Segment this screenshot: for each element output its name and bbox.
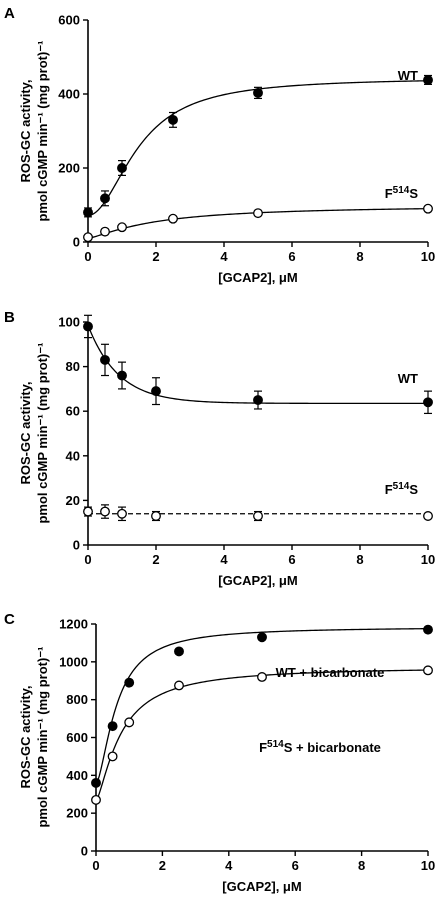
x-tick-label: 6: [288, 552, 295, 567]
series-label: F514S: [385, 481, 419, 497]
x-tick-label: 2: [159, 858, 166, 873]
x-axis-label: [GCAP2], μM: [218, 270, 297, 285]
fit-curve-f514s: [95, 669, 429, 802]
series-label: WT: [398, 371, 418, 386]
data-point-wt: [174, 646, 184, 657]
x-tick-label: 4: [220, 249, 228, 264]
x-tick-label: 8: [356, 552, 363, 567]
y-tick-label: 0: [81, 844, 88, 859]
y-axis-label: ROS-GC activity,: [18, 79, 33, 182]
y-axis-label: ROS-GC activity,: [18, 685, 33, 788]
data-point-f514s: [124, 717, 135, 728]
x-tick-label: 8: [356, 249, 363, 264]
x-tick-label: 2: [152, 552, 159, 567]
data-point-f514s: [107, 751, 118, 762]
y-axis-label: pmol cGMP min⁻¹ (mg prot)⁻¹: [35, 40, 50, 221]
data-point-wt: [253, 87, 263, 98]
y-tick-label: 100: [58, 315, 80, 330]
data-point-wt: [83, 207, 93, 218]
panel-C: C 0 2 4 6 8 10 0 200 400 600 800 1000 1200 [GCAP2], μM…: [4, 611, 435, 894]
x-tick-label: 6: [288, 249, 295, 264]
data-point-f514s: [83, 506, 93, 517]
panel-A: A 0 2 4 6 8 10 0 200 400 600 [GCAP2], μM ROS-GC acti…: [4, 5, 435, 285]
data-point-f514s: [257, 672, 267, 682]
data-point-wt: [117, 370, 127, 381]
x-axis-label: [GCAP2], μM: [218, 573, 297, 588]
x-tick-label: 0: [84, 249, 91, 264]
x-tick-label: 8: [358, 858, 365, 873]
data-point-wt: [257, 632, 267, 643]
y-axis-label: ROS-GC activity,: [18, 381, 33, 484]
data-point-wt: [253, 395, 263, 406]
data-point-f514s: [117, 508, 127, 519]
data-point-wt: [107, 721, 118, 732]
y-tick-label: 200: [58, 161, 80, 176]
series-label: WT: [398, 68, 418, 83]
data-point-f514s: [174, 680, 184, 691]
y-tick-label: 0: [73, 235, 80, 250]
x-tick-label: 10: [421, 858, 435, 873]
x-tick-label: 2: [152, 249, 159, 264]
data-point-f514s: [91, 794, 101, 805]
data-point-wt: [100, 354, 110, 365]
x-tick-label: 10: [421, 249, 435, 264]
y-tick-label: 0: [73, 538, 80, 553]
series-label: F514S + bicarbonate: [259, 739, 381, 755]
data-point-f514s: [423, 203, 433, 214]
y-tick-label: 1200: [59, 617, 88, 632]
data-point-f514s: [423, 665, 433, 676]
x-tick-label: 6: [292, 858, 299, 873]
data-point-f514s: [83, 232, 93, 243]
data-point-f514s: [253, 208, 263, 219]
y-tick-label: 200: [66, 806, 88, 821]
data-point-wt: [423, 74, 433, 85]
data-point-wt: [91, 777, 101, 788]
x-tick-label: 4: [225, 858, 233, 873]
y-axis-label: pmol cGMP min⁻¹ (mg prot)⁻¹: [35, 646, 50, 827]
x-tick-label: 10: [421, 552, 435, 567]
y-tick-label: 800: [66, 692, 88, 707]
data-point-wt: [124, 677, 135, 688]
y-tick-label: 40: [66, 448, 80, 463]
fit-curve-wt: [95, 628, 429, 785]
x-axis-label: [GCAP2], μM: [222, 879, 301, 894]
y-axis-label: pmol cGMP min⁻¹ (mg prot)⁻¹: [35, 342, 50, 523]
y-tick-label: 1000: [59, 654, 88, 669]
x-tick-label: 0: [84, 552, 91, 567]
y-tick-label: 600: [66, 730, 88, 745]
data-point-f514s: [253, 511, 263, 521]
data-point-wt: [100, 193, 110, 204]
y-tick-label: 600: [58, 13, 80, 28]
y-tick-label: 60: [66, 404, 80, 419]
data-point-f514s: [100, 226, 110, 237]
data-point-wt: [168, 114, 178, 125]
panel-letter: A: [4, 5, 15, 22]
y-tick-label: 400: [66, 768, 88, 783]
y-tick-label: 80: [66, 359, 80, 374]
data-point-wt: [423, 624, 433, 635]
y-tick-label: 20: [66, 493, 80, 508]
data-point-f514s: [117, 222, 127, 233]
data-point-wt: [117, 163, 127, 173]
data-point-f514s: [151, 511, 161, 521]
data-point-f514s: [168, 213, 178, 224]
y-tick-label: 400: [58, 87, 80, 102]
series-label: F514S: [385, 185, 419, 201]
fit-curve-wt: [87, 80, 429, 217]
x-tick-label: 0: [92, 858, 99, 873]
data-point-wt: [151, 386, 161, 397]
data-point-f514s: [100, 506, 110, 517]
data-point-wt: [423, 397, 433, 408]
x-tick-label: 4: [220, 552, 228, 567]
data-point-wt: [83, 321, 93, 332]
panel-letter: B: [4, 309, 15, 326]
data-point-f514s: [423, 511, 433, 521]
panel-letter: C: [4, 611, 15, 628]
